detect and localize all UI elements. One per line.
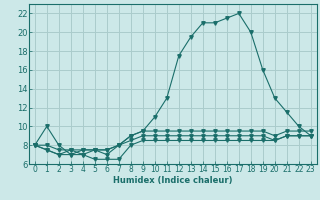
X-axis label: Humidex (Indice chaleur): Humidex (Indice chaleur): [113, 176, 233, 185]
